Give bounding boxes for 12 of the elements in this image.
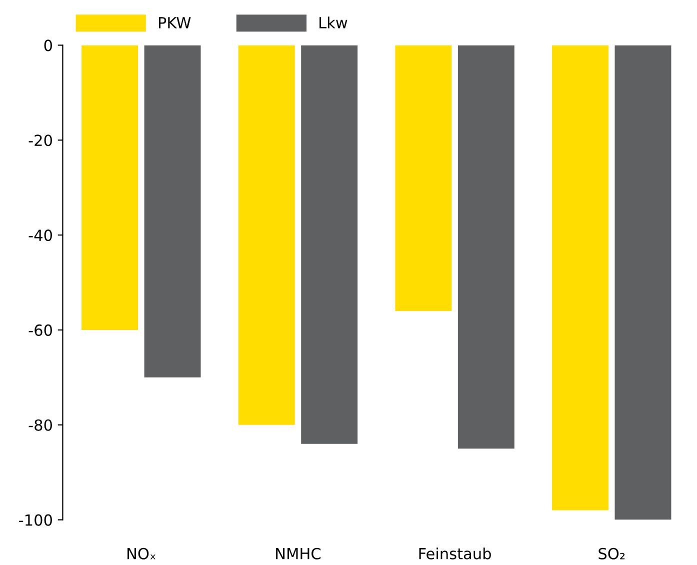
y-tick-label: -40 [28,230,52,242]
x-tick-label: NOₓ [128,548,156,560]
y-tick-label: -20 [28,134,52,146]
y-tick-label: 0 [44,40,52,52]
y-tick-label: -100 [19,514,52,526]
x-tick-label: SO₂ [598,548,625,560]
y-tick-label: -60 [28,324,52,336]
y-tick-label: -80 [28,419,52,431]
legend-label: Lkw [320,16,348,28]
x-tick-label: NMHC [276,548,321,560]
legend-label: PKW [158,17,191,28]
x-tick-label: Feinstaub [419,548,491,560]
